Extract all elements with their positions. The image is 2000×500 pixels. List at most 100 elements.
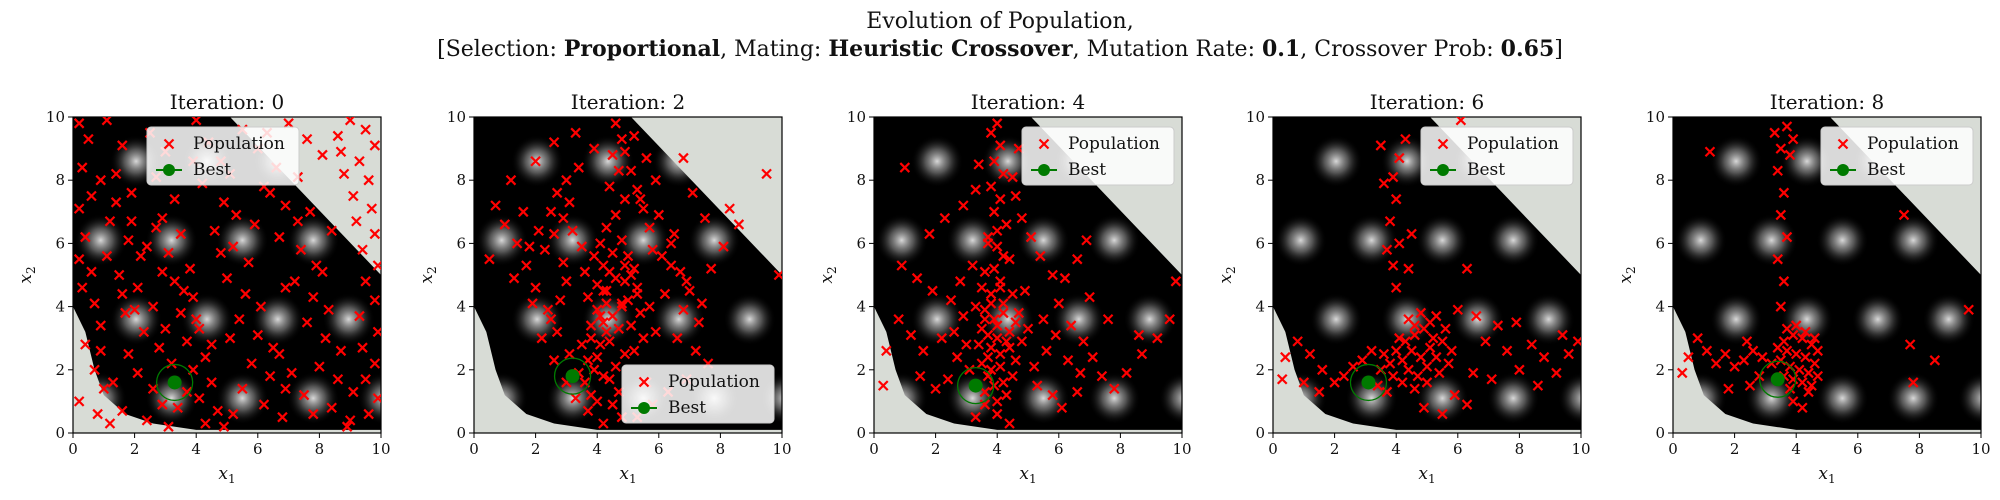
population-point bbox=[911, 272, 923, 284]
y-tick-label: 0 bbox=[55, 424, 65, 442]
legend-marker-population bbox=[1837, 138, 1849, 150]
best-point bbox=[167, 375, 182, 390]
population-point bbox=[564, 348, 575, 360]
population-point bbox=[1766, 358, 1777, 369]
x-tick-label: 10 bbox=[1971, 440, 1990, 458]
landscape-peak bbox=[723, 293, 776, 346]
population-point bbox=[1329, 377, 1340, 388]
population-point bbox=[635, 307, 646, 319]
population-point bbox=[351, 216, 362, 227]
population-point bbox=[1081, 234, 1092, 246]
x-tick-label: 6 bbox=[1853, 440, 1863, 458]
population-point bbox=[1001, 219, 1012, 230]
population-point bbox=[976, 282, 988, 293]
landscape-peak bbox=[546, 214, 599, 267]
population-point bbox=[619, 193, 631, 205]
y-tick-label: 4 bbox=[856, 298, 866, 316]
x-tick-label: 0 bbox=[469, 440, 479, 458]
population-point bbox=[995, 193, 1006, 205]
population-point bbox=[117, 140, 128, 151]
plot-frame bbox=[873, 116, 1183, 434]
population-point bbox=[991, 241, 1003, 252]
population-point bbox=[896, 260, 907, 271]
legend-box bbox=[621, 364, 775, 424]
population-point bbox=[1004, 342, 1015, 353]
landscape-peak bbox=[1274, 214, 1327, 267]
landscape-peak bbox=[1088, 372, 1141, 425]
landscape-peak bbox=[1887, 214, 1940, 267]
population-point bbox=[665, 238, 677, 249]
landscape-peak bbox=[357, 372, 381, 425]
y-tick-label: 8 bbox=[1255, 171, 1265, 189]
landscape-peak bbox=[251, 293, 304, 346]
population-point bbox=[1164, 313, 1175, 325]
landscape-peak bbox=[981, 135, 1035, 188]
subplot-title: Iteration: 6 bbox=[1370, 90, 1484, 114]
population-point bbox=[622, 250, 634, 262]
population-point bbox=[120, 307, 131, 319]
population-point bbox=[1387, 171, 1399, 183]
population-point bbox=[591, 304, 603, 316]
population-point bbox=[1016, 336, 1028, 347]
population-point bbox=[1298, 377, 1310, 388]
population-point bbox=[1692, 332, 1703, 344]
population-point bbox=[1904, 339, 1916, 350]
population-point bbox=[76, 282, 88, 293]
population-point bbox=[998, 377, 1009, 388]
subplot-2: 0 2 4 6 8 10 0 2 4 6 8 10 Iteration: 4 x1 x2 Population… bbox=[817, 90, 1192, 486]
x-tick-label: 4 bbox=[191, 440, 201, 458]
population-point bbox=[1010, 317, 1021, 328]
y-tick-label: 2 bbox=[856, 361, 866, 379]
population-point bbox=[178, 285, 190, 297]
y-tick-label: 8 bbox=[456, 171, 466, 189]
population-point bbox=[881, 345, 892, 357]
population-point bbox=[326, 402, 337, 413]
landscape-peak bbox=[1816, 214, 1869, 267]
population-point bbox=[973, 159, 984, 170]
population-point bbox=[1313, 386, 1325, 398]
population-point bbox=[681, 276, 692, 287]
population-point bbox=[1406, 228, 1417, 240]
population-point bbox=[1035, 250, 1046, 262]
legend-label: Best bbox=[668, 398, 706, 418]
population-point bbox=[979, 266, 991, 278]
landscape-peak bbox=[1380, 135, 1434, 188]
population-point bbox=[604, 374, 615, 385]
population-point bbox=[1415, 351, 1427, 363]
population-point bbox=[628, 130, 640, 142]
population-point bbox=[558, 257, 569, 268]
population-point bbox=[619, 146, 631, 158]
population-point bbox=[141, 241, 153, 252]
population-point bbox=[307, 408, 319, 420]
population-point bbox=[561, 174, 572, 186]
population-point bbox=[1787, 133, 1799, 145]
population-point bbox=[914, 370, 926, 382]
population-point bbox=[240, 288, 251, 300]
population-point bbox=[80, 231, 91, 243]
infeasible-region bbox=[474, 306, 782, 433]
legend-box bbox=[1021, 126, 1175, 186]
x-tick-label: 8 bbox=[1515, 440, 1525, 458]
landscape-peak bbox=[1345, 372, 1398, 425]
population-point bbox=[588, 250, 600, 262]
population-point bbox=[616, 234, 628, 246]
y-tick-label: 8 bbox=[856, 171, 866, 189]
population-point bbox=[1075, 367, 1086, 379]
population-point bbox=[1787, 396, 1799, 407]
population-point bbox=[1390, 193, 1402, 205]
population-point bbox=[200, 351, 211, 363]
population-point bbox=[1400, 336, 1411, 347]
population-point bbox=[89, 364, 100, 376]
population-point bbox=[335, 345, 347, 357]
population-point bbox=[172, 402, 183, 413]
legend-label: Population bbox=[1467, 134, 1559, 154]
population-point bbox=[631, 288, 643, 300]
population-series bbox=[73, 117, 381, 432]
y-tick-label: 4 bbox=[1655, 298, 1665, 316]
landscape-peak bbox=[946, 372, 999, 425]
x-axis-label: x1 bbox=[1818, 464, 1835, 486]
population-point bbox=[598, 317, 609, 328]
population-point bbox=[357, 244, 368, 255]
population-point bbox=[653, 209, 665, 221]
population-point bbox=[1102, 313, 1114, 325]
